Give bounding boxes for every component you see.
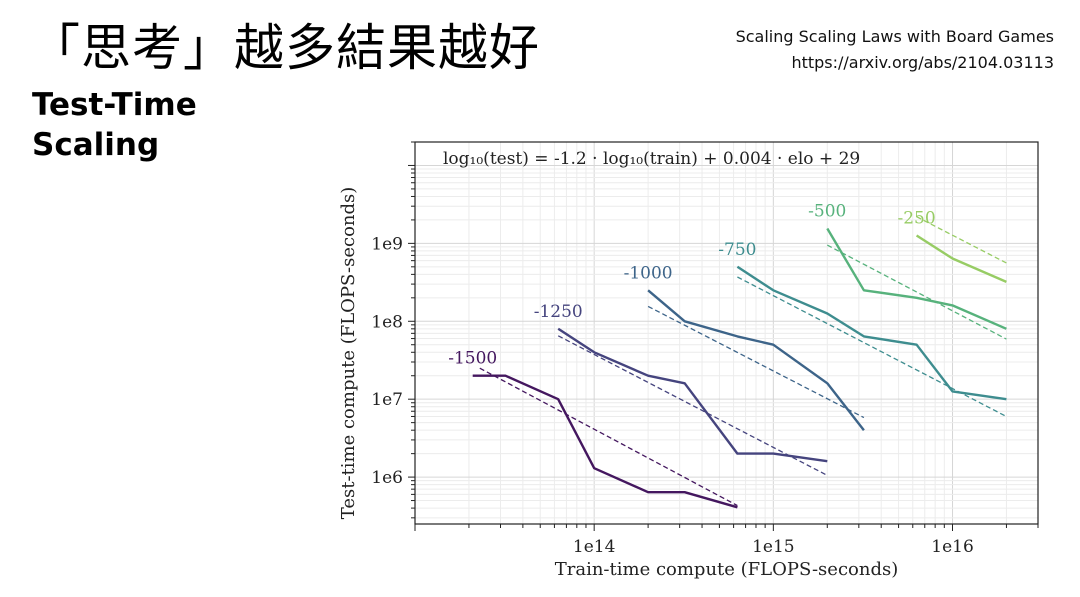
y-axis-label: Test-time compute (FLOPS-seconds) xyxy=(338,187,359,520)
reference-url[interactable]: https://arxiv.org/abs/2104.03113 xyxy=(791,53,1054,72)
series-label: -250 xyxy=(897,209,935,229)
reference-title: Scaling Scaling Laws with Board Games xyxy=(735,27,1054,46)
x-tick-label: 1e16 xyxy=(931,537,974,557)
series-line xyxy=(472,374,738,509)
series-label: -1500 xyxy=(448,349,497,369)
series-minus-750: -750 xyxy=(718,240,1007,418)
y-tick-label: 1e8 xyxy=(371,312,403,332)
axis-ticks: 1e14 1e15 1e16 1e6 1e7 1e8 1e9 xyxy=(371,141,1039,557)
scaling-chart: 1e14 1e15 1e16 1e6 1e7 1e8 1e9 -1500 -1250 -1000… xyxy=(338,141,1039,580)
x-tick-label: 1e15 xyxy=(752,537,795,557)
series-minus-250: -250 xyxy=(897,209,1007,284)
fit-line xyxy=(916,216,1007,264)
series-minus-500: -500 xyxy=(808,202,1007,340)
series-line xyxy=(736,265,1007,401)
series-label: -500 xyxy=(808,202,846,222)
y-tick-label: 1e7 xyxy=(371,390,403,410)
slide-title: 「思考」越多結果越好 xyxy=(30,19,540,77)
series-label: -750 xyxy=(718,240,756,260)
fit-line xyxy=(826,244,1007,340)
series-label: -1000 xyxy=(624,263,673,283)
fit-line xyxy=(557,335,828,476)
x-tick-label: 1e14 xyxy=(573,537,616,557)
series-line xyxy=(915,234,1007,284)
series-minus-1500: -1500 xyxy=(448,349,738,509)
fit-line xyxy=(479,367,738,507)
y-tick-label: 1e9 xyxy=(371,234,403,254)
series-minus-1000: -1000 xyxy=(624,263,865,431)
series-line xyxy=(647,289,865,431)
equation-annotation: log₁₀(test) = -1.2 · log₁₀(train) + 0.00… xyxy=(443,149,860,169)
series-line xyxy=(826,227,1007,330)
subtitle-line-1: Test-Time xyxy=(32,87,197,123)
subtitle-line-2: Scaling xyxy=(32,127,160,163)
series-layer: -1500 -1250 -1000 -750 -500 -250 xyxy=(448,202,1007,509)
y-tick-label: 1e6 xyxy=(371,468,403,488)
fit-line xyxy=(647,305,865,419)
series-label: -1250 xyxy=(534,302,583,322)
series-line xyxy=(557,327,828,463)
series-minus-1250: -1250 xyxy=(534,302,828,476)
x-axis-label: Train-time compute (FLOPS-seconds) xyxy=(555,559,899,580)
